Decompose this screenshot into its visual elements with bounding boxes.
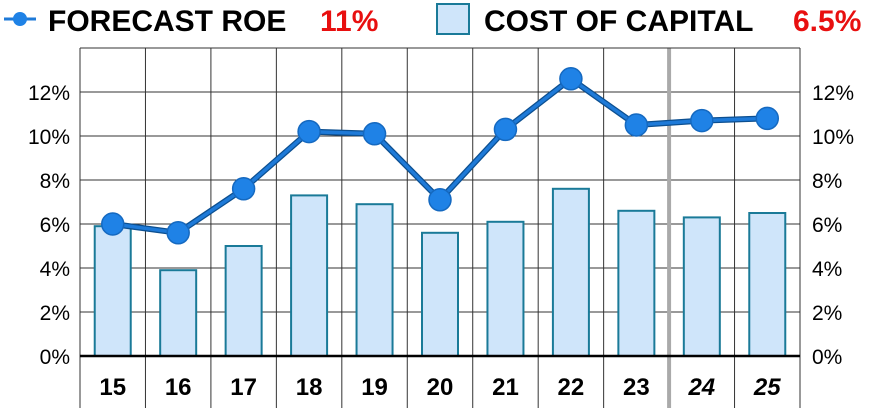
x-tick-label: 20 bbox=[427, 374, 454, 401]
x-tick-label: 24 bbox=[687, 374, 715, 401]
legend-roe-marker bbox=[4, 12, 36, 26]
y-tick-label-right: 12% bbox=[812, 82, 854, 105]
bar bbox=[224, 245, 263, 357]
x-tick-label: 22 bbox=[558, 374, 585, 401]
y-tick-label-right: 4% bbox=[812, 258, 842, 281]
roe-point bbox=[297, 119, 321, 144]
x-tick-label: 21 bbox=[492, 374, 519, 401]
x-tick-label: 16 bbox=[165, 374, 192, 401]
legend: FORECAST ROE 11% COST OF CAPITAL 6.5% bbox=[4, 3, 861, 38]
y-tick-label-left: 10% bbox=[28, 126, 70, 149]
roe-point bbox=[559, 67, 583, 91]
y-tick-label-right: 2% bbox=[812, 302, 842, 325]
roe-point bbox=[362, 122, 387, 146]
y-tick-label-left: 4% bbox=[40, 258, 70, 281]
y-tick-label-right: 6% bbox=[812, 214, 842, 237]
x-tick-label: 18 bbox=[296, 374, 323, 401]
y-tick-label-left: 8% bbox=[40, 170, 70, 193]
bar bbox=[159, 269, 198, 358]
roe-point bbox=[624, 113, 649, 137]
bar bbox=[355, 203, 394, 357]
roe-point bbox=[231, 177, 256, 201]
x-tick-label: 25 bbox=[753, 374, 781, 401]
x-tick-label: 17 bbox=[230, 374, 257, 401]
y-tick-label-right: 10% bbox=[812, 126, 854, 149]
bar bbox=[290, 194, 329, 357]
legend-roe-value: 11% bbox=[320, 5, 378, 38]
legend-coc-label: COST OF CAPITAL bbox=[484, 5, 753, 38]
x-tick-label: 19 bbox=[361, 374, 388, 401]
y-tick-label-right: 8% bbox=[812, 170, 842, 193]
bar bbox=[682, 216, 721, 357]
legend-roe-label: FORECAST ROE bbox=[48, 5, 286, 38]
roe-point bbox=[166, 221, 190, 245]
roe-point bbox=[690, 108, 714, 133]
legend-coc-swatch bbox=[436, 3, 470, 35]
y-tick-label-right: 0% bbox=[812, 346, 842, 369]
x-tick-label: 23 bbox=[623, 374, 650, 401]
y-tick-label-left: 2% bbox=[40, 302, 70, 325]
roe-point bbox=[100, 212, 125, 236]
bar bbox=[93, 225, 132, 357]
y-tick-label-left: 0% bbox=[40, 346, 70, 369]
roe-point bbox=[493, 117, 518, 142]
y-tick-label-left: 12% bbox=[28, 82, 70, 105]
bar bbox=[748, 212, 787, 357]
bar bbox=[617, 209, 656, 357]
bar bbox=[551, 187, 590, 357]
y-tick-label-left: 6% bbox=[40, 214, 70, 237]
bar bbox=[486, 220, 525, 357]
roe-point bbox=[755, 106, 780, 131]
legend-coc-value: 6.5% bbox=[793, 5, 861, 38]
plot-area: 0% 0% 2% 2% 4% 4% 6% 6% 8% 8% 10% 10% 12% 12% 15 16 17 18… bbox=[28, 47, 854, 408]
roe-point bbox=[428, 188, 452, 212]
bar bbox=[421, 231, 459, 357]
x-tick-label: 15 bbox=[99, 374, 126, 401]
